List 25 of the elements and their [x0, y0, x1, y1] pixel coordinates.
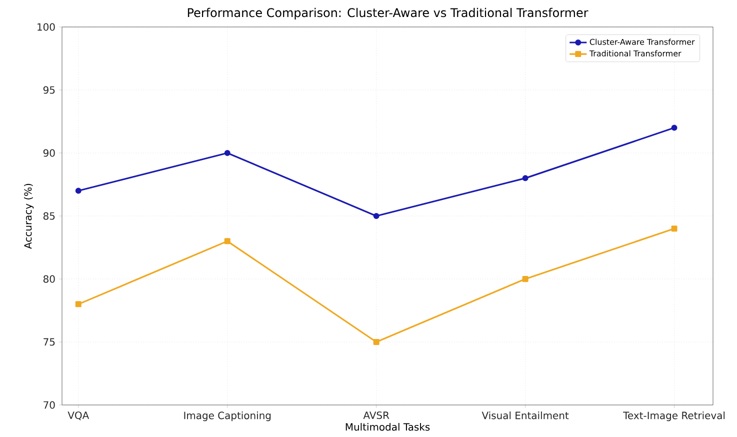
y-tick-label: 80 — [43, 275, 55, 283]
chart-title: Performance Comparison: Cluster-Aware vs Traditional Transformer — [188, 8, 588, 20]
point — [75, 301, 82, 308]
point — [671, 226, 678, 232]
x-tick-label: Image Captioning — [184, 411, 271, 422]
point — [224, 238, 230, 244]
x-tick-label: VQA — [68, 411, 90, 420]
y-tick-label: 85 — [43, 212, 55, 220]
y-tick-label: 100 — [38, 23, 55, 31]
point — [671, 124, 678, 131]
y-tick-label: 90 — [43, 149, 55, 157]
point — [75, 188, 82, 194]
point — [373, 338, 380, 345]
x-tick-label: Text-Image Retrieval — [623, 411, 725, 422]
y-tick-label: 95 — [43, 86, 55, 94]
point — [224, 150, 230, 156]
point — [373, 212, 380, 219]
y-tick-label: 75 — [44, 338, 55, 346]
y-axis-title: Accuracy (%) — [24, 184, 34, 249]
x-axis-title: Multimodal Tasks — [346, 422, 430, 431]
x-tick-label: AVSR — [363, 411, 390, 420]
point — [522, 175, 528, 182]
point — [522, 276, 528, 282]
x-tick-label: Visual Entailment — [482, 411, 569, 420]
y-tick-label: 70 — [44, 401, 55, 409]
